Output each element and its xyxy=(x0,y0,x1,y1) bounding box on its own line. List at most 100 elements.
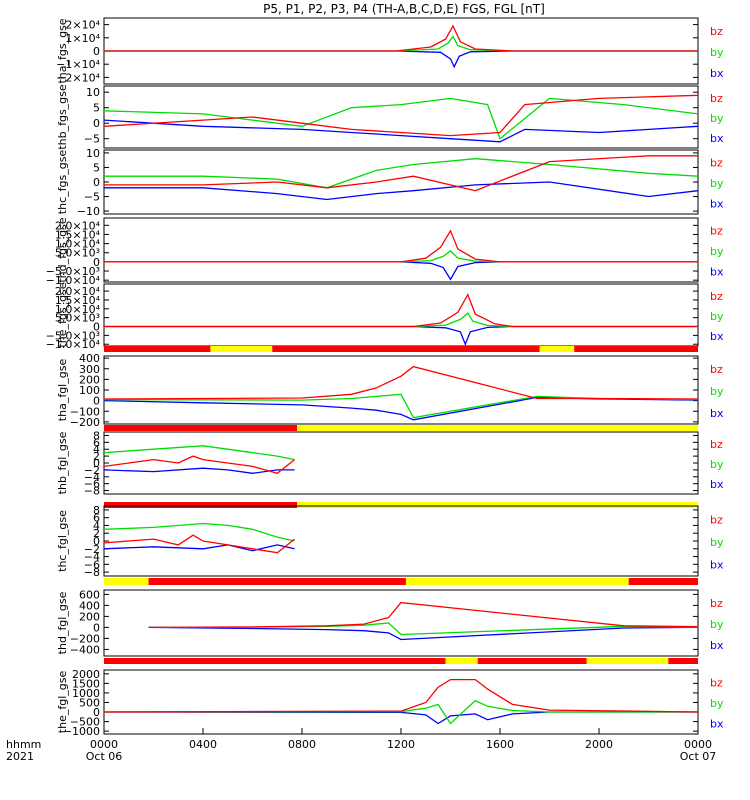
y-tick-label: −5 xyxy=(84,191,100,204)
status-bar-segment-yellow xyxy=(445,658,478,664)
y-axis-label: thc_fgl_gse xyxy=(56,510,69,572)
panel-thc_fgs_gse: 105 0 −5−10 thc_fgs_gse bz by bx xyxy=(56,147,724,218)
y-tick-label: −6 xyxy=(84,478,100,491)
series-line-bx xyxy=(103,396,699,421)
series-line-by xyxy=(104,158,699,189)
y-tick-label: 0 xyxy=(93,117,100,130)
y-axis-label: tha_fgl_gse xyxy=(56,359,69,422)
y-tick-label: 1×10⁴ xyxy=(65,32,100,45)
y-axis-label: thd_fgs_gse xyxy=(56,217,69,283)
series-line-by xyxy=(104,312,698,328)
y-tick-label: 4 xyxy=(93,519,100,532)
series-line-by xyxy=(103,393,699,419)
y-tick-label: 2 xyxy=(93,450,100,463)
series-line-bz xyxy=(103,94,699,137)
y-axis-label: thb_fgs_gse xyxy=(56,84,69,150)
legend-label-bx: bx xyxy=(710,717,724,730)
legend-label-by: by xyxy=(710,112,724,125)
y-tick-label: −100 xyxy=(70,405,100,418)
x-tick-label: 1200 xyxy=(387,738,415,751)
y-tick-label: 2.0×10⁴ xyxy=(55,285,101,298)
y-tick-label: 5.0×10³ xyxy=(55,312,100,325)
series-line-bz xyxy=(148,601,699,629)
series-line-bz xyxy=(104,155,698,192)
y-axis-label: thb_fgl_gse xyxy=(56,431,69,494)
y-tick-label: 1500 xyxy=(72,677,100,690)
legend-label-bx: bx xyxy=(710,558,724,571)
series-line-bx xyxy=(104,325,698,346)
x-tick-label: 0400 xyxy=(189,738,217,751)
y-tick-label: 2×10⁴ xyxy=(65,19,100,32)
legend-label-bx: bx xyxy=(710,265,724,278)
x-tick-date: Oct 06 xyxy=(86,750,123,763)
panel-frame xyxy=(103,217,699,283)
y-tick-label: −200 xyxy=(70,632,100,645)
legend-label-bz: bz xyxy=(710,514,723,527)
y-tick-label: 8 xyxy=(93,429,100,442)
y-tick-label: 0 xyxy=(93,256,100,269)
y-tick-label: 300 xyxy=(79,363,100,376)
y-axis-label: thc_fgs_gse xyxy=(56,150,69,215)
y-tick-label: −4 xyxy=(84,551,100,564)
y-axis-label: tha_fgs_gse xyxy=(56,18,69,83)
legend-label-bz: bz xyxy=(710,677,723,690)
legend-label-by: by xyxy=(710,536,724,549)
y-axis-label: thd_fgl_gse xyxy=(56,591,69,654)
legend-label-bz: bz xyxy=(710,25,723,38)
legend-label-bx: bx xyxy=(710,478,724,491)
status-bar-segment-red xyxy=(628,578,698,585)
series-line-by xyxy=(104,35,698,52)
status-bar-segment-red xyxy=(477,658,587,664)
y-tick-label: −8 xyxy=(84,566,100,579)
y-tick-label: 1.0×10⁴ xyxy=(55,303,101,316)
status-bar-segment-yellow xyxy=(586,658,669,664)
series-line-bx xyxy=(148,626,699,641)
x-tick-label: 1600 xyxy=(486,738,514,751)
series-line-by xyxy=(103,445,295,461)
legend-label-bz: bz xyxy=(710,290,723,303)
y-tick-label: −500 xyxy=(70,716,100,729)
panel-frame xyxy=(103,85,699,149)
y-tick-label: 600 xyxy=(79,588,100,601)
y-tick-label: 1.5×10⁴ xyxy=(55,228,101,241)
legend-label-by: by xyxy=(710,618,724,631)
legend-label-bx: bx xyxy=(710,197,724,210)
status-bar-segment-red xyxy=(668,658,698,664)
legend-label-by: by xyxy=(710,245,724,258)
y-tick-label: 5 xyxy=(93,161,100,174)
y-tick-label: 400 xyxy=(79,599,100,612)
legend-label-bx: bx xyxy=(710,639,724,652)
status-bar-segment-red xyxy=(148,578,406,585)
status-bar-segment-yellow xyxy=(104,578,149,585)
x-var-label: hhmm xyxy=(6,738,41,751)
y-tick-label: 8 xyxy=(93,504,100,517)
legend-label-by: by xyxy=(710,458,724,471)
y-tick-label: −5.0×10³ xyxy=(46,329,100,342)
panel-frame xyxy=(103,505,699,577)
series-line-bx xyxy=(103,544,295,552)
chart-title: P5, P1, P2, P3, P4 (TH-A,B,C,D,E) FGS, F… xyxy=(263,2,545,16)
y-tick-label: 0 xyxy=(93,457,100,470)
y-axis-label: the_fgs_gse xyxy=(56,282,69,347)
y-tick-label: 200 xyxy=(79,373,100,386)
y-tick-label: −10 xyxy=(77,205,100,218)
y-tick-label: −2 xyxy=(84,464,100,477)
series-line-by xyxy=(103,699,698,725)
legend-label-bz: bz xyxy=(710,157,723,170)
y-tick-label: −4 xyxy=(84,471,100,484)
y-tick-label: −1000 xyxy=(63,725,100,738)
x-tick-label: 0800 xyxy=(288,738,316,751)
series-line-bz xyxy=(103,455,296,475)
y-tick-label: −1.0×10⁴ xyxy=(46,338,101,351)
series-line-bz xyxy=(103,365,699,400)
series-line-by xyxy=(104,250,698,263)
series-line-by xyxy=(103,522,295,542)
x-year-label: 2021 xyxy=(6,750,34,763)
series-line-bx xyxy=(104,261,698,281)
y-tick-label: 6 xyxy=(93,436,100,449)
series-line-bz xyxy=(104,293,698,328)
y-tick-label: 500 xyxy=(79,696,100,709)
